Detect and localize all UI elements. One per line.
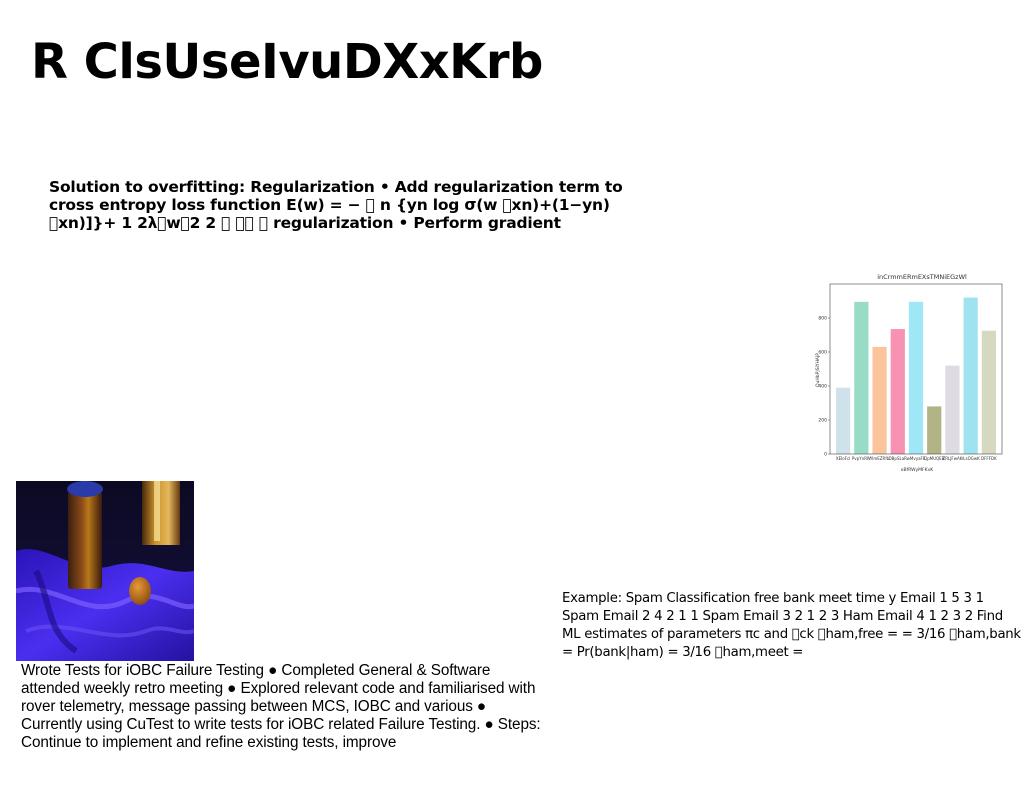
bar-wMvyaFE bbox=[908, 301, 924, 454]
x-tick-label: wMvyaFE bbox=[907, 456, 926, 461]
bar-YlmEZRfb bbox=[872, 346, 887, 454]
bar-ZRLJFwAK bbox=[945, 365, 960, 454]
y-tick-label: 200 bbox=[818, 418, 827, 424]
x-tick-label: YlmEZRfb bbox=[869, 456, 890, 461]
chart-title: inCrmmERmEXsTMNiEGzWl bbox=[877, 273, 967, 281]
chart-xlabel: oBfRWyMFKvK bbox=[901, 467, 934, 473]
x-tick-label: XEIoFcl bbox=[836, 456, 851, 461]
y-tick-label: 400 bbox=[818, 384, 827, 390]
bar-XEIoFcl bbox=[836, 387, 851, 454]
iobc-testing-text: Wrote Tests for iOBC Failure Testing ● C… bbox=[21, 662, 541, 751]
bar-PvpYnRW bbox=[854, 301, 869, 454]
y-tick-label: 800 bbox=[818, 316, 827, 322]
regularization-text: Solution to overfitting: Regularization … bbox=[49, 178, 623, 232]
x-tick-label: rLsOGwK bbox=[962, 456, 980, 461]
bar-DFFFDK bbox=[981, 330, 996, 454]
chart-ylabel: QuHbPJSiYHAjP bbox=[815, 353, 821, 387]
y-tick-label: 0 bbox=[824, 452, 827, 458]
chart-plot-frame bbox=[829, 283, 1003, 455]
slide-title: R ClsUseIvuDXxKrb bbox=[31, 34, 543, 90]
bar-DBpSLaR bbox=[890, 329, 905, 454]
x-tick-label: DFFFDK bbox=[981, 456, 997, 461]
bar-QpMUQEB bbox=[927, 406, 942, 454]
bar-chart: inCrmmERmEXsTMNiEGzWl QuHbPJSiYHAjP oBfR… bbox=[815, 273, 1003, 473]
x-tick-label: PvpYnRW bbox=[852, 456, 871, 461]
x-tick-label: DBpSLaR bbox=[889, 456, 908, 461]
bar-rLsOGwK bbox=[963, 297, 978, 454]
still-life-photo bbox=[16, 481, 194, 661]
y-tick-label: 600 bbox=[818, 350, 827, 356]
x-tick-label: QpMUQEB bbox=[924, 456, 945, 461]
spam-example-text: Example: Spam Classification free bank m… bbox=[562, 591, 1021, 660]
x-tick-label: ZRLJFwAK bbox=[943, 456, 963, 461]
